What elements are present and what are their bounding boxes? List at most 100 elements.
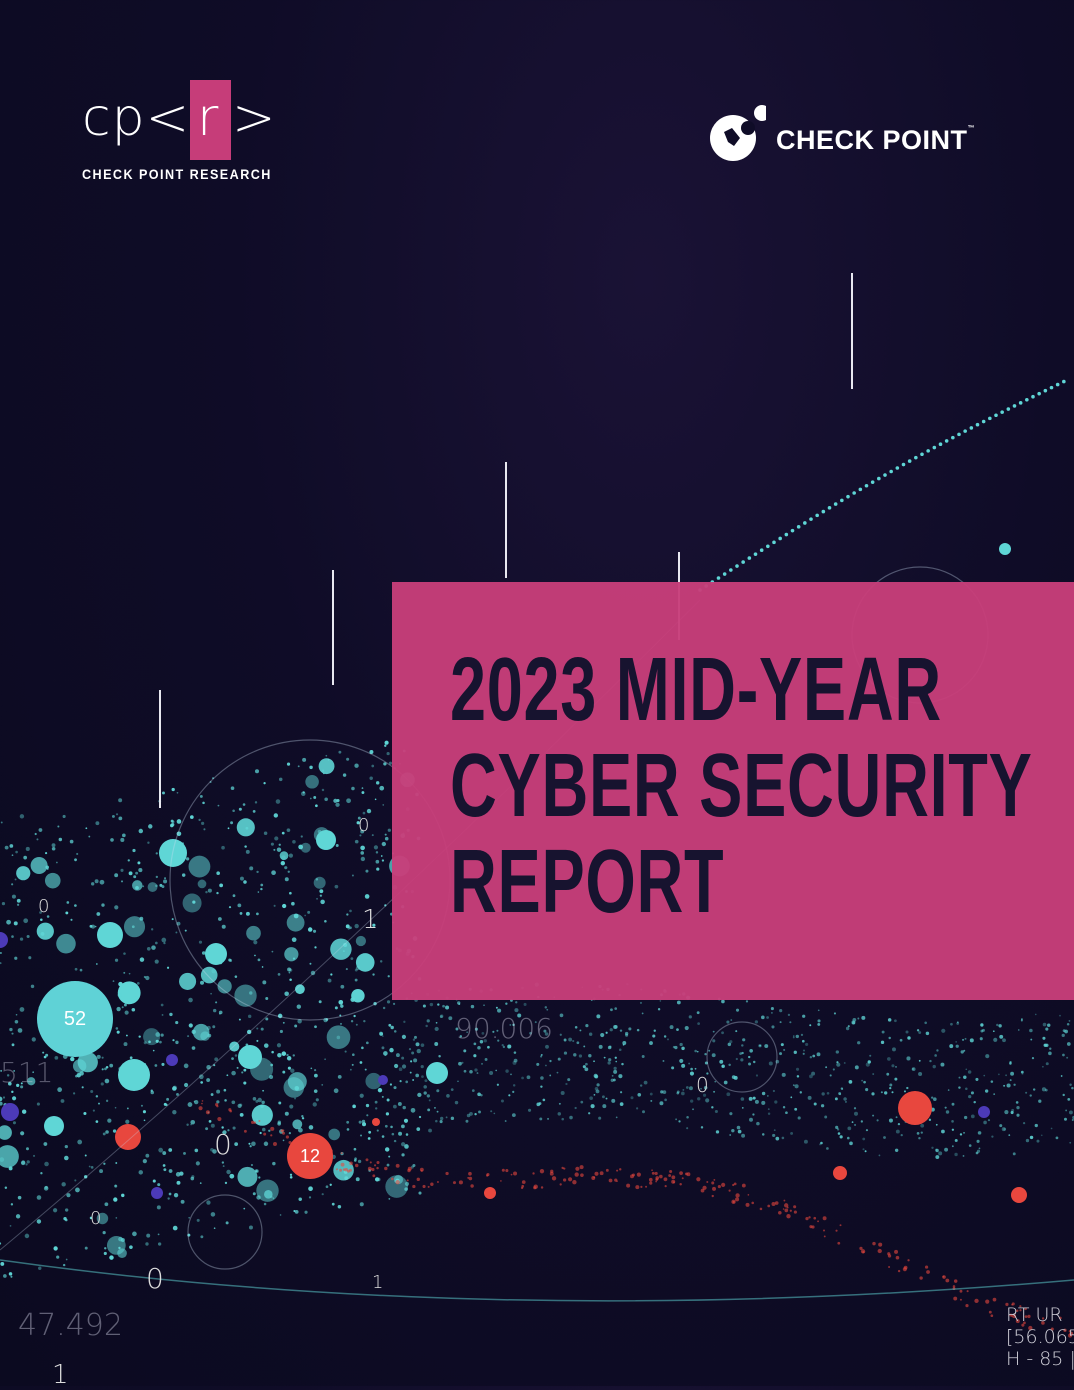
particle-dot (877, 476, 881, 481)
particle-dot (974, 1298, 979, 1304)
particle-dot (263, 782, 266, 785)
cyan-node (44, 1116, 64, 1136)
particle-dot (161, 885, 165, 889)
particle-dot (335, 1168, 339, 1171)
particle-dot (774, 1201, 779, 1205)
particle-dot (766, 544, 770, 549)
particle-dot (450, 1088, 454, 1091)
particle-dot (876, 1119, 879, 1122)
particle-dot (884, 1091, 888, 1095)
particle-dot (346, 1128, 350, 1131)
particle-dot (287, 870, 290, 873)
particle-dot (977, 1131, 982, 1135)
particle-dot (289, 978, 292, 982)
particle-dot (549, 1059, 552, 1063)
particle-dot (559, 1033, 562, 1036)
particle-dot (371, 834, 374, 837)
particle-dot (936, 1049, 939, 1052)
particle-dot (365, 1041, 369, 1045)
red-node (372, 1118, 380, 1126)
particle-dot (440, 1014, 444, 1018)
particle-dot (673, 1181, 675, 1184)
particle-dot (653, 1029, 656, 1032)
particle-dot (663, 1177, 668, 1182)
particle-dot (333, 798, 338, 803)
particle-dot (973, 1100, 976, 1104)
particle-dot (716, 576, 721, 580)
particle-dot (418, 1115, 422, 1119)
particle-dot (89, 924, 93, 928)
particle-dot (477, 1092, 481, 1097)
particle-dot (514, 1008, 519, 1013)
particle-dot (935, 1123, 938, 1126)
particle-dot (839, 1224, 842, 1227)
particle-dot (778, 536, 782, 541)
particle-dot (1, 902, 6, 906)
curve-line (0, 1259, 1074, 1302)
particle-dot (389, 1083, 393, 1086)
particle-dot (74, 967, 78, 971)
particle-dot (359, 1202, 364, 1207)
cyan-node (999, 543, 1011, 555)
particle-dot (651, 1169, 653, 1172)
particle-dot (31, 1037, 36, 1042)
particle-dot (547, 1117, 550, 1120)
particle-dot (175, 1020, 179, 1025)
particle-dot (1034, 1123, 1038, 1128)
particle-dot (426, 1019, 430, 1023)
particle-dot (998, 1024, 1002, 1028)
particle-dot (388, 1155, 391, 1158)
particle-dot (243, 1207, 246, 1210)
particle-dot (143, 1041, 147, 1045)
particle-dot (256, 870, 259, 874)
particle-dot (817, 1009, 820, 1012)
particle-dot (621, 1062, 624, 1066)
particle-dot (823, 1229, 826, 1232)
particle-dot (953, 1279, 958, 1283)
particle-dot (1016, 1113, 1020, 1117)
particle-dot (951, 1128, 955, 1131)
particle-dot (642, 1110, 646, 1114)
particle-dot (296, 1004, 302, 1009)
particle-dot (749, 1117, 753, 1122)
particle-dot (354, 763, 359, 768)
particle-dot (700, 1087, 702, 1090)
particle-dot (262, 980, 267, 985)
particle-dot (630, 1096, 634, 1100)
particle-dot (834, 1097, 838, 1101)
particle-dot (423, 1085, 427, 1089)
particle-dot (490, 1110, 493, 1113)
particle-dot (478, 1110, 481, 1114)
particle-dot (79, 968, 83, 972)
particle-dot (580, 1100, 584, 1104)
particle-dot (1029, 1135, 1034, 1140)
particle-dot (504, 1120, 507, 1122)
particle-dot (148, 824, 153, 829)
particle-dot (301, 1115, 304, 1118)
particle-dot (742, 1038, 746, 1042)
particle-dot (793, 1210, 797, 1214)
particle-dot (118, 1236, 123, 1242)
particle-dot (983, 1120, 987, 1125)
particle-dot (735, 1030, 738, 1033)
particle-dot (969, 1038, 974, 1043)
particle-dot (888, 1036, 891, 1040)
particle-dot (155, 875, 159, 879)
particle-dot (254, 801, 258, 804)
particle-dot (992, 1030, 995, 1033)
particle-dot (123, 1042, 128, 1047)
particle-dot (706, 1180, 709, 1183)
particle-dot (69, 839, 74, 844)
particle-dot (676, 1000, 681, 1005)
particle-dot (272, 1161, 276, 1166)
particle-dot (72, 1059, 87, 1073)
particle-dot (980, 1023, 984, 1027)
particle-dot (729, 1112, 733, 1116)
particle-dot (139, 957, 145, 962)
particle-dot (286, 1053, 289, 1057)
particle-dot (993, 1037, 998, 1042)
particle-dot (45, 851, 48, 855)
particle-dot (105, 1066, 109, 1069)
particle-dot (238, 1018, 241, 1021)
particle-dot (505, 1169, 509, 1173)
